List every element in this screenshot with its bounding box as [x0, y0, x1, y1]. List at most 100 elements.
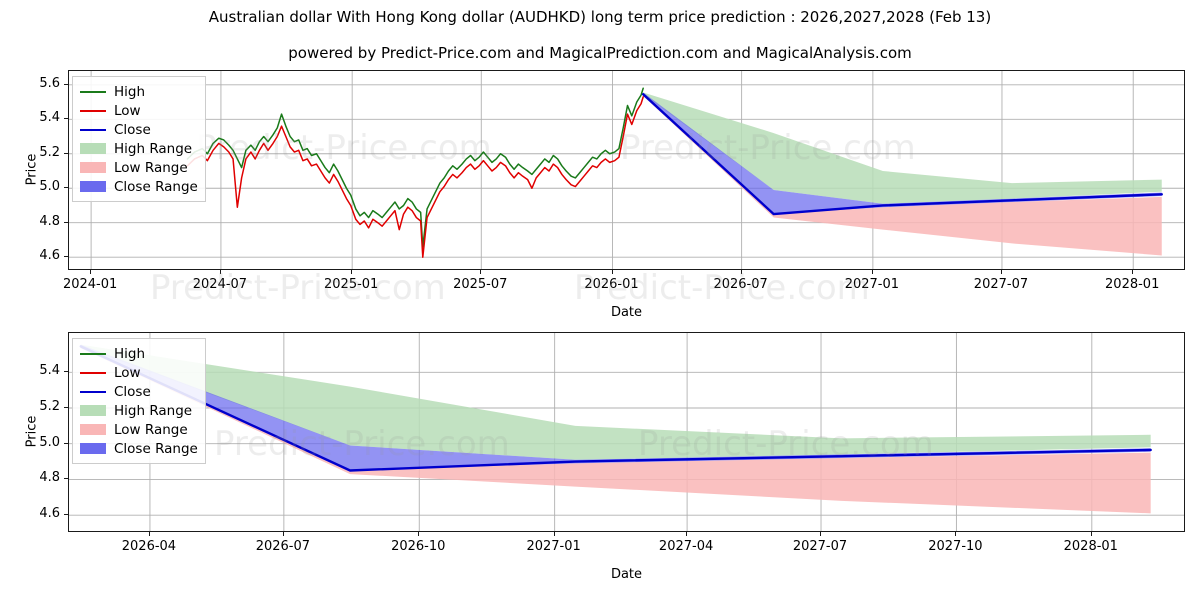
- legend-label: Low: [114, 102, 141, 119]
- legend-item-close: Close: [80, 382, 198, 401]
- band-high-range: [643, 92, 1162, 204]
- x-tick-label: 2027-07: [792, 539, 848, 554]
- y-tick-label: 4.8: [39, 470, 60, 486]
- x-tick-label: 2025-07: [453, 277, 508, 292]
- x-tick-mark: [686, 532, 688, 536]
- legend-patch-swatch: [80, 424, 106, 435]
- bottom-plot-svg: [69, 333, 1184, 531]
- legend-patch-swatch: [80, 162, 106, 173]
- x-tick-label: 2027-07: [973, 277, 1029, 292]
- legend-item-high: High: [80, 82, 198, 101]
- legend-item-close-range: Close Range: [80, 439, 198, 458]
- legend-item-close: Close: [80, 120, 198, 139]
- y-tick-mark: [64, 187, 68, 189]
- x-tick-label: 2026-04: [121, 539, 177, 554]
- legend-label: High Range: [114, 402, 193, 419]
- x-tick-mark: [480, 270, 482, 274]
- legend-patch-swatch: [80, 405, 106, 416]
- band-low-range: [80, 346, 1151, 514]
- legend-label: High Range: [114, 140, 193, 157]
- x-tick-label: 2026-01: [584, 277, 639, 292]
- page-subtitle: powered by Predict-Price.com and Magical…: [288, 44, 912, 62]
- x-tick-label: 2026-07: [713, 277, 768, 292]
- y-tick-label: 5.4: [39, 110, 60, 126]
- page-title: Australian dollar With Hong Kong dollar …: [208, 8, 992, 26]
- bottom-x-axis-label: Date: [610, 567, 643, 582]
- legend-item-low-range: Low Range: [80, 420, 198, 439]
- legend-patch-swatch: [80, 443, 106, 454]
- legend-item-high-range: High Range: [80, 401, 198, 420]
- y-tick-label: 4.8: [39, 213, 60, 229]
- x-tick-label: 2028-01: [1063, 539, 1118, 554]
- x-tick-mark: [955, 532, 957, 536]
- y-tick-label: 5.2: [39, 144, 60, 160]
- y-tick-mark: [64, 371, 68, 373]
- x-tick-mark: [418, 532, 420, 536]
- x-tick-label: 2027-04: [658, 539, 714, 554]
- legend-line-swatch: [80, 352, 106, 355]
- top-plot-area[interactable]: [68, 70, 1185, 270]
- x-tick-mark: [148, 532, 150, 536]
- y-tick-mark: [64, 442, 68, 444]
- x-tick-label: 2024-07: [192, 277, 248, 292]
- legend-line-swatch: [80, 390, 106, 393]
- x-tick-mark: [90, 270, 92, 274]
- y-tick-mark: [64, 118, 68, 120]
- legend-label: Close: [114, 121, 151, 138]
- y-tick-mark: [64, 478, 68, 480]
- y-tick-label: 4.6: [39, 506, 60, 522]
- y-tick-label: 5.0: [39, 179, 60, 195]
- legend-label: Close Range: [114, 178, 198, 195]
- series-line-close: [641, 93, 1163, 216]
- y-tick-mark: [64, 256, 68, 258]
- y-tick-mark: [64, 407, 68, 408]
- y-tick-label: 5.0: [39, 434, 60, 450]
- x-tick-mark: [282, 532, 284, 536]
- top-y-axis-label: Price: [24, 153, 40, 186]
- x-tick-mark: [740, 270, 742, 274]
- x-tick-mark: [1090, 532, 1092, 536]
- x-tick-label: 2025-01: [324, 277, 379, 292]
- legend-label: Close Range: [114, 440, 198, 457]
- y-tick-label: 5.2: [39, 399, 60, 414]
- top-chart-legend[interactable]: High Low Close High Range Low Range Close Ran…: [72, 76, 206, 202]
- y-tick-label: 5.4: [39, 363, 60, 379]
- legend-line-swatch: [80, 128, 106, 131]
- legend-item-low: Low: [80, 363, 198, 382]
- series-line-low: [186, 96, 644, 258]
- bottom-plot-area[interactable]: [68, 332, 1185, 532]
- y-tick-mark: [64, 83, 68, 85]
- x-tick-mark: [820, 532, 822, 536]
- top-x-axis-label: Date: [610, 305, 643, 320]
- legend-item-high-range: High Range: [80, 139, 198, 158]
- x-tick-label: 2026-07: [255, 539, 311, 554]
- y-tick-mark: [64, 221, 68, 223]
- band-high-range: [80, 344, 1151, 460]
- legend-label: Close: [114, 383, 151, 400]
- legend-label: High: [114, 345, 146, 362]
- legend-label: Low: [114, 364, 141, 381]
- y-tick-mark: [64, 152, 68, 154]
- legend-label: Low Range: [114, 159, 188, 176]
- legend-line-swatch: [80, 109, 106, 112]
- x-tick-label: 2027-01: [526, 539, 581, 554]
- x-tick-label: 2026-10: [391, 539, 446, 554]
- x-tick-mark: [1000, 270, 1002, 274]
- top-plot-svg: [69, 71, 1184, 269]
- x-tick-mark: [1132, 270, 1134, 274]
- x-tick-label: 2027-01: [844, 277, 900, 292]
- legend-patch-swatch: [80, 143, 106, 154]
- band-low-range: [643, 94, 1162, 256]
- legend-label: High: [114, 83, 146, 100]
- x-tick-label: 2024-01: [62, 277, 118, 292]
- x-tick-mark: [219, 270, 221, 274]
- legend-line-swatch: [80, 371, 106, 374]
- legend-item-low: Low: [80, 101, 198, 120]
- legend-item-high: High: [80, 344, 198, 363]
- x-tick-label: 2028-01: [1105, 277, 1160, 292]
- bottom-chart-legend[interactable]: High Low Close High Range Low Range Close Ran…: [72, 338, 206, 464]
- x-tick-label: 2027-10: [928, 539, 983, 554]
- legend-item-close-range: Close Range: [80, 177, 198, 196]
- y-tick-label: 4.6: [39, 248, 60, 264]
